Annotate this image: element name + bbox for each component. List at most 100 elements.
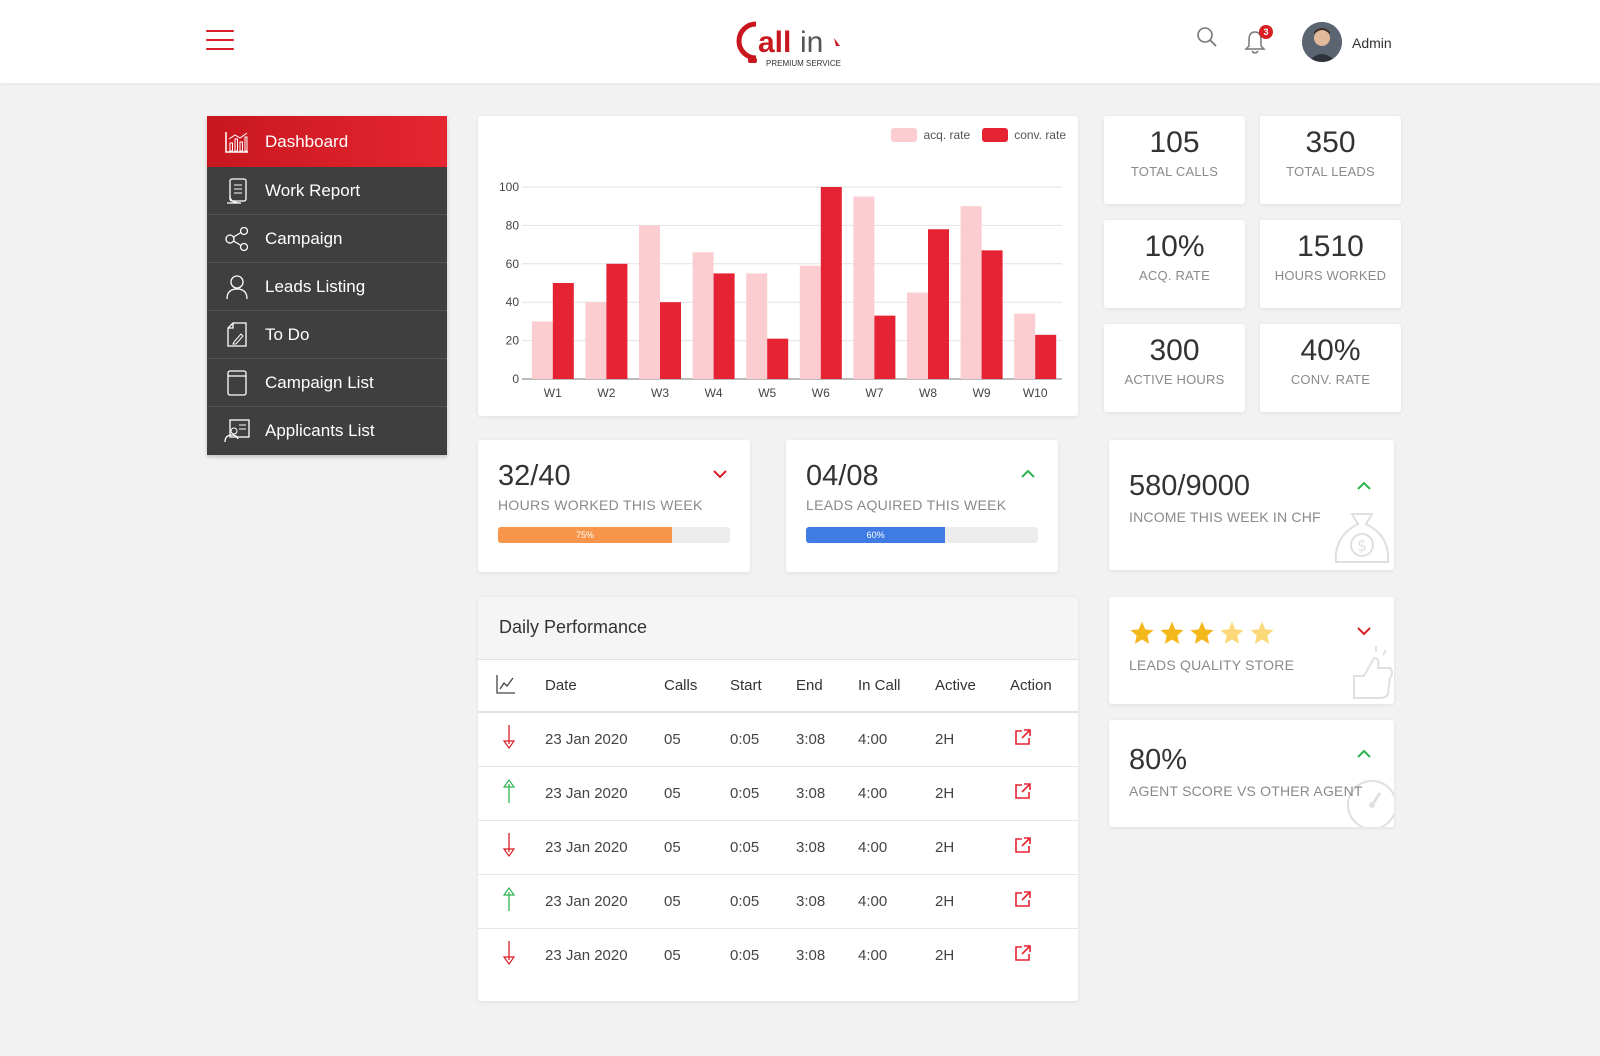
y-tick-label: 40 (506, 295, 520, 309)
sidebar-item-applicants-list[interactable]: Applicants List (207, 407, 447, 455)
trend-column-icon (478, 660, 545, 713)
logo-graphic: all in PREMIUM SERVICE (736, 21, 841, 68)
sidebar-item-work-report[interactable]: Work Report (207, 167, 447, 215)
column-header[interactable]: Calls (664, 660, 730, 713)
external-link-icon[interactable] (1014, 944, 1032, 966)
thumbs-up-icon (1353, 646, 1393, 699)
chevron-up-icon (1021, 469, 1035, 478)
sidebar-item-campaign-list[interactable]: Campaign List (207, 359, 447, 407)
cell-end: 3:08 (796, 766, 858, 821)
notification-bell-icon[interactable]: 3 (1244, 25, 1273, 56)
legend-item-acq-rate: acq. rate (891, 128, 970, 142)
external-link-icon[interactable] (1014, 728, 1032, 750)
cell-in-call: 4:00 (858, 874, 935, 929)
bar-conv-rate (713, 273, 735, 379)
column-header[interactable]: In Call (858, 660, 935, 713)
sidebar-item-leads-listing[interactable]: Leads Listing (207, 263, 447, 311)
x-tick-label: W5 (758, 386, 776, 400)
leads-quality-card: LEADS QUALITY STORE (1109, 597, 1394, 704)
legend-swatch (891, 128, 918, 142)
bar-acq-rate (585, 302, 607, 379)
bar-chart: 0 20 40 60 80 100 W1 W2 W3 W4 W5 W6 W7 W8 W9 W10 (499, 180, 1062, 400)
y-tick-label: 60 (506, 257, 520, 271)
daily-performance-card: Daily Performance Date Calls Start End I… (478, 597, 1078, 1001)
stat-value: 10% (1144, 230, 1205, 263)
chevron-up-icon (1357, 749, 1371, 758)
x-tick-label: W2 (597, 386, 615, 400)
stat-total-calls: 105 TOTAL CALLS (1104, 116, 1245, 204)
table-row: 23 Jan 2020 05 0:05 3:08 4:00 2H (478, 874, 1078, 929)
bar-acq-rate (1014, 313, 1036, 379)
sidebar-item-dashboard[interactable]: Dashboard (207, 116, 447, 167)
logo-subtitle: PREMIUM SERVICE (766, 59, 841, 68)
bar-conv-rate (874, 315, 896, 379)
bar-conv-rate (928, 229, 949, 379)
income-card: 580/9000 INCOME THIS WEEK IN CHF $ (1109, 440, 1394, 570)
stat-label: CONV. RATE (1290, 372, 1371, 387)
x-tick-label: W6 (812, 386, 830, 400)
cell-date: 23 Jan 2020 (545, 712, 664, 767)
bar-acq-rate (531, 321, 553, 379)
sidebar-item-to-do[interactable]: To Do (207, 311, 447, 359)
stat-total-leads: 350 TOTAL LEADS (1260, 116, 1401, 204)
cell-date: 23 Jan 2020 (545, 820, 664, 875)
external-link-icon[interactable] (1014, 890, 1032, 912)
arrow-up-icon (478, 874, 545, 929)
quality-label: LEADS QUALITY STORE (1129, 657, 1295, 673)
menu-icon[interactable] (206, 30, 234, 52)
table-row: 23 Jan 2020 05 0:05 3:08 4:00 2H (478, 820, 1078, 875)
x-tick-label: W10 (1023, 386, 1048, 400)
bar-acq-rate (853, 196, 875, 379)
week-label: LEADS AQUIRED THIS WEEK (806, 497, 1007, 513)
stat-acq-rate: 10% ACQ. RATE (1104, 220, 1245, 308)
chevron-up-icon (1357, 481, 1371, 490)
leads-week-card: 04/08 LEADS AQUIRED THIS WEEK 60% (786, 440, 1058, 572)
action-cell (1010, 820, 1078, 875)
cell-start: 0:05 (730, 766, 796, 821)
chevron-down-icon (713, 470, 727, 479)
search-icon[interactable] (1196, 26, 1222, 52)
sidebar-item-label: Campaign List (265, 372, 374, 392)
rates-chart-card: acq. rate conv. rate 0 20 40 60 80 100 W1 W2 W3 W… (478, 116, 1078, 416)
stat-value: 105 (1149, 126, 1200, 159)
cell-start: 0:05 (730, 712, 796, 767)
stat-hours-worked: 1510 HOURS WORKED (1260, 220, 1401, 308)
x-tick-label: W9 (973, 386, 991, 400)
column-header[interactable]: End (796, 660, 858, 713)
bar-acq-rate (692, 252, 714, 379)
column-header[interactable]: Start (730, 660, 796, 713)
logo[interactable]: all in PREMIUM SERVICE (734, 16, 864, 70)
sidebar-item-label: Dashboard (265, 131, 349, 151)
column-header[interactable]: Action (1010, 660, 1078, 713)
week-value: 32/40 (498, 460, 571, 492)
external-link-icon[interactable] (1014, 782, 1032, 804)
sidebar-item-campaign[interactable]: Campaign (207, 215, 447, 263)
star-filled-icon (1160, 621, 1184, 644)
stat-value: 40% (1300, 334, 1361, 367)
income-value: 580/9000 (1129, 470, 1250, 502)
y-tick-label: 0 (512, 372, 519, 386)
external-link-icon[interactable] (1014, 836, 1032, 858)
user-name[interactable]: Admin (1352, 35, 1392, 51)
stat-value: 1510 (1297, 230, 1364, 263)
y-tick-label: 100 (499, 180, 519, 194)
star-empty-icon (1220, 621, 1244, 644)
table-row: 23 Jan 2020 05 0:05 3:08 4:00 2H (478, 712, 1078, 767)
bar-conv-rate (820, 187, 842, 379)
progress-bar: 75% (498, 527, 730, 543)
x-tick-label: W8 (919, 386, 937, 400)
stat-label: TOTAL CALLS (1130, 164, 1219, 179)
table-row: 23 Jan 2020 05 0:05 3:08 4:00 2H (478, 766, 1078, 821)
legend-swatch (982, 128, 1009, 142)
column-header[interactable]: Date (545, 660, 664, 713)
column-header[interactable]: Active (935, 660, 1010, 713)
cell-in-call: 4:00 (858, 766, 935, 821)
table-title: Daily Performance (478, 597, 1078, 660)
bar-conv-rate (767, 338, 789, 379)
y-tick-label: 80 (506, 218, 520, 232)
legend-item-conv-rate: conv. rate (982, 128, 1066, 142)
stat-label: TOTAL LEADS (1286, 164, 1375, 179)
bar-conv-rate (1035, 334, 1057, 379)
avatar[interactable] (1302, 22, 1342, 62)
user-icon (223, 273, 251, 301)
